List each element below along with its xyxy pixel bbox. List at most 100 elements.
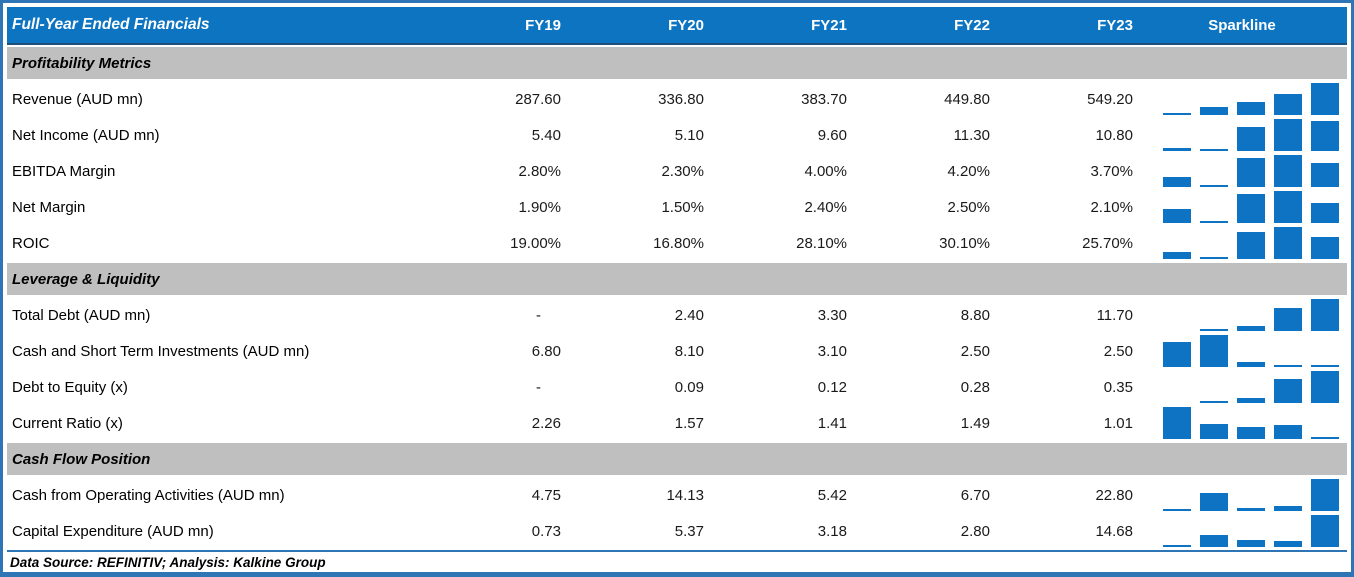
- value-cell: 287.60: [515, 90, 561, 108]
- sparkline-bar: [1163, 545, 1191, 547]
- value-cell: 30.10%: [939, 234, 990, 252]
- value-cell: 1.57: [674, 414, 704, 432]
- value-cell: 14.68: [1095, 522, 1133, 540]
- sparkline-bar-chart: [1163, 335, 1339, 369]
- sparkline-bar: [1200, 257, 1228, 259]
- value-cell: 549.20: [1087, 90, 1133, 108]
- sparkline-slot: [1163, 148, 1191, 151]
- sparkline-slot: [1274, 155, 1302, 187]
- sparkline-slot: [1237, 508, 1265, 511]
- sparkline-bar: [1163, 407, 1191, 439]
- sparkline-slot: [1200, 329, 1228, 331]
- sparkline-bar: [1311, 299, 1339, 331]
- value-cell: 0.28: [960, 378, 990, 396]
- sparkline-slot: [1274, 227, 1302, 259]
- value-cell: 3.70%: [1090, 162, 1133, 180]
- sparkline-bar-chart: [1163, 371, 1339, 405]
- sparkline-slot: [1200, 185, 1228, 187]
- sparkline-slot: [1200, 424, 1228, 439]
- table-row: Revenue (AUD mn) 287.60 336.80 383.70 449.80…: [7, 81, 1347, 117]
- sparkline-slot: [1311, 121, 1339, 151]
- sparkline-slot: [1200, 257, 1228, 259]
- row-label: Revenue (AUD mn): [12, 90, 143, 108]
- sparkline-cell: [1137, 189, 1347, 225]
- sparkline-slot: [1274, 541, 1302, 547]
- value-cell: 6.80: [531, 342, 561, 360]
- sparkline-slot: [1311, 203, 1339, 223]
- value-cell: 28.10%: [796, 234, 847, 252]
- sparkline-bar: [1274, 541, 1302, 547]
- sparkline-slot: [1311, 515, 1339, 547]
- sparkline-bar: [1311, 365, 1339, 367]
- sparkline-slot: [1200, 107, 1228, 115]
- value-cell: 19.00%: [510, 234, 561, 252]
- sparkline-bar: [1163, 342, 1191, 367]
- value-cell: 22.80: [1095, 486, 1133, 504]
- sparkline-slot: [1237, 362, 1265, 367]
- value-cell: 25.70%: [1082, 234, 1133, 252]
- value-cell: 9.60: [817, 126, 847, 144]
- sparkline-bar: [1163, 252, 1191, 259]
- sparkline-bar: [1237, 540, 1265, 547]
- table-row: ROIC 19.00% 16.80% 28.10% 30.10% 25.70%: [7, 225, 1347, 261]
- row-label: Cash from Operating Activities (AUD mn): [12, 486, 285, 504]
- sparkline-slot: [1163, 177, 1191, 187]
- sparkline-bar: [1274, 94, 1302, 115]
- table-title: Full-Year Ended Financials: [12, 16, 210, 33]
- sparkline-bar: [1200, 107, 1228, 115]
- sparkline-slot: [1274, 379, 1302, 403]
- sparkline-slot: [1237, 540, 1265, 547]
- sparkline-bar: [1274, 425, 1302, 439]
- sparkline-bar: [1163, 177, 1191, 187]
- sparkline-bar-chart: [1163, 407, 1339, 441]
- sparkline-slot: [1311, 479, 1339, 511]
- table-row: Debt to Equity (x) - 0.09 0.12 0.28 0.35: [7, 369, 1347, 405]
- value-cell: 8.80: [960, 306, 990, 324]
- value-cell: 3.10: [817, 342, 847, 360]
- sparkline-bar: [1311, 237, 1339, 259]
- sparkline-bar: [1200, 424, 1228, 439]
- value-cell: 2.50: [960, 342, 990, 360]
- sparkline-slot: [1274, 119, 1302, 151]
- value-cell: 2.30%: [661, 162, 704, 180]
- sparkline-bar: [1200, 329, 1228, 331]
- value-cell: 11.30: [953, 126, 990, 144]
- value-cell: 1.41: [817, 414, 847, 432]
- sparkline-bar: [1237, 398, 1265, 403]
- value-cell: 2.80: [960, 522, 990, 540]
- sparkline-slot: [1237, 326, 1265, 331]
- row-label: Capital Expenditure (AUD mn): [12, 522, 214, 540]
- sparkline-bar: [1237, 194, 1265, 223]
- row-label: EBITDA Margin: [12, 162, 116, 180]
- table-row: Total Debt (AUD mn) - 2.40 3.30 8.80 11.70: [7, 297, 1347, 333]
- value-cell: 5.37: [674, 522, 704, 540]
- row-label: ROIC: [12, 234, 50, 252]
- sparkline-slot: [1163, 209, 1191, 223]
- sparkline-slot: [1274, 94, 1302, 115]
- sparkline-cell: [1137, 81, 1347, 117]
- sparkline-bar: [1200, 185, 1228, 187]
- sparkline-bar: [1200, 535, 1228, 547]
- value-cell: 5.10: [674, 126, 704, 144]
- value-cell: 10.80: [1095, 126, 1133, 144]
- sparkline-slot: [1237, 194, 1265, 223]
- sparkline-slot: [1274, 308, 1302, 331]
- value-cell: 2.40: [674, 306, 704, 324]
- sparkline-bar: [1163, 113, 1191, 115]
- row-label: Net Margin: [12, 198, 86, 216]
- data-source-note: Data Source: REFINITIV; Analysis: Kalkin…: [10, 555, 326, 570]
- row-label: Current Ratio (x): [12, 414, 123, 432]
- sparkline-bar: [1274, 506, 1302, 511]
- value-cell: 2.10%: [1090, 198, 1133, 216]
- sparkline-slot: [1163, 252, 1191, 259]
- sparkline-cell: [1137, 117, 1347, 153]
- sparkline-bar: [1311, 163, 1339, 187]
- sparkline-bar: [1237, 508, 1265, 511]
- value-cell: 2.80%: [518, 162, 561, 180]
- sparkline-bar-chart: [1163, 119, 1339, 153]
- value-cell: 5.42: [817, 486, 847, 504]
- sparkline-bar: [1163, 209, 1191, 223]
- sparkline-cell: [1137, 333, 1347, 369]
- table-row: Cash and Short Term Investments (AUD mn)…: [7, 333, 1347, 369]
